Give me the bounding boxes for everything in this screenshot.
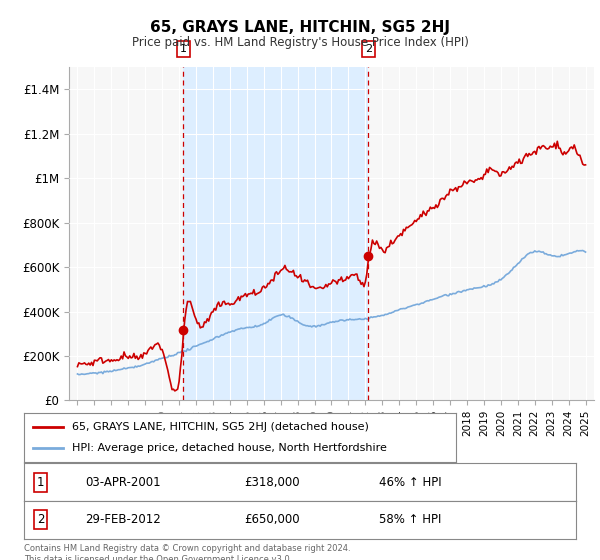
Text: Price paid vs. HM Land Registry's House Price Index (HPI): Price paid vs. HM Land Registry's House … <box>131 36 469 49</box>
Text: £650,000: £650,000 <box>245 513 300 526</box>
Text: 65, GRAYS LANE, HITCHIN, SG5 2HJ: 65, GRAYS LANE, HITCHIN, SG5 2HJ <box>150 20 450 35</box>
Text: 29-FEB-2012: 29-FEB-2012 <box>85 513 161 526</box>
Text: 1: 1 <box>37 475 44 489</box>
Text: 2: 2 <box>37 513 44 526</box>
Text: 03-APR-2001: 03-APR-2001 <box>86 475 161 489</box>
Text: 46% ↑ HPI: 46% ↑ HPI <box>379 475 442 489</box>
Text: 58% ↑ HPI: 58% ↑ HPI <box>379 513 442 526</box>
Text: £318,000: £318,000 <box>245 475 300 489</box>
Text: Contains HM Land Registry data © Crown copyright and database right 2024.
This d: Contains HM Land Registry data © Crown c… <box>24 544 350 560</box>
Text: 2: 2 <box>365 44 372 54</box>
Text: HPI: Average price, detached house, North Hertfordshire: HPI: Average price, detached house, Nort… <box>71 443 386 453</box>
Text: 65, GRAYS LANE, HITCHIN, SG5 2HJ (detached house): 65, GRAYS LANE, HITCHIN, SG5 2HJ (detach… <box>71 422 368 432</box>
Text: 1: 1 <box>180 44 187 54</box>
Bar <box>184 67 368 400</box>
